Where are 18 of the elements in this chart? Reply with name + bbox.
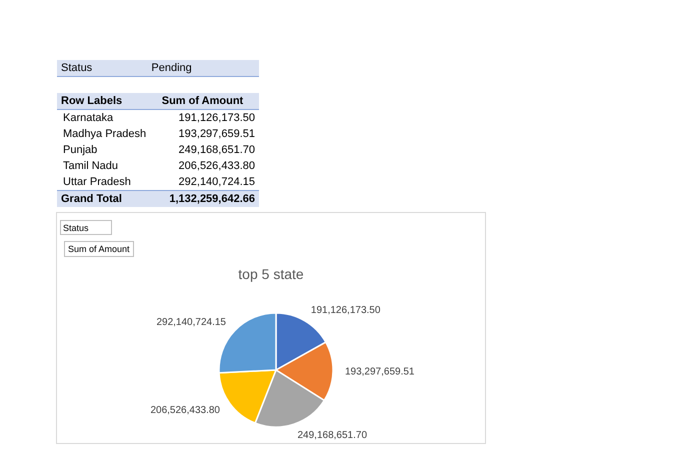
text: 292,140,724.15 bbox=[178, 176, 255, 188]
data-label: 193,297,659.51 bbox=[344, 366, 415, 378]
text: Status bbox=[60, 220, 112, 235]
text: 191,126,173.50 bbox=[178, 112, 255, 124]
text: 249,168,651.70 bbox=[178, 144, 255, 156]
data-label: 249,168,651.70 bbox=[298, 430, 368, 442]
text: Sum of Amount bbox=[64, 241, 134, 257]
text: Karnataka bbox=[62, 111, 114, 126]
text: 206,526,433.80 bbox=[178, 160, 255, 172]
data-label: 206,526,433.80 bbox=[150, 404, 220, 416]
chart-title: top 5 state bbox=[237, 266, 305, 282]
text: Punjab bbox=[62, 143, 98, 158]
text: 193,297,659.51 bbox=[178, 128, 255, 140]
data-label: 191,126,173.50 bbox=[310, 304, 381, 316]
text: Madhya Pradesh bbox=[62, 127, 148, 142]
data-label: 292,140,724.15 bbox=[156, 316, 226, 328]
text: Uttar Pradesh bbox=[62, 175, 132, 190]
text: Tamil Nadu bbox=[62, 159, 120, 174]
